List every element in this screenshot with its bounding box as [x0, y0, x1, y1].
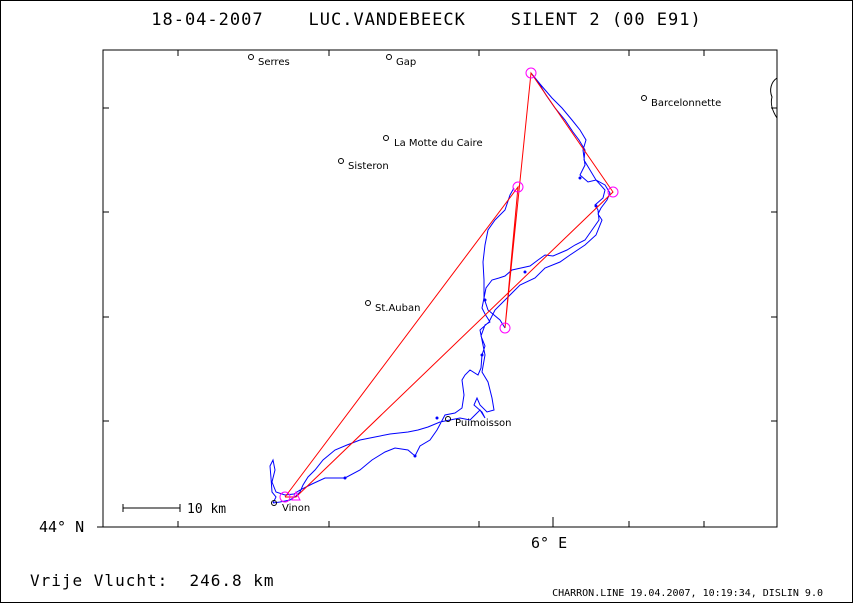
place-serres: Serres	[248, 54, 290, 68]
svg-text:Gap: Gap	[396, 57, 416, 68]
scale-bar: 10 km	[122, 502, 226, 517]
place-la-motte-du-caire: La Motte du Caire	[383, 135, 483, 149]
svg-text:Serres: Serres	[258, 57, 290, 68]
place-puimoisson: Puimoisson	[445, 416, 511, 429]
flight-distance: Vrije Vlucht: 246.8 km	[30, 571, 275, 590]
svg-text:Barcelonnette: Barcelonnette	[651, 98, 721, 109]
turnpoints	[279, 67, 619, 503]
place-vinon: Vinon	[271, 500, 310, 514]
turnpoint-marker	[607, 186, 619, 198]
footer-info: CHARRON.LINE 19.04.2007, 10:19:34, DISLI…	[552, 588, 823, 599]
lat-label: 44° N	[39, 518, 84, 536]
turnpoint-marker	[512, 181, 524, 193]
gps-track	[269, 72, 611, 504]
map-frame	[102, 49, 778, 528]
svg-text:Vinon: Vinon	[282, 503, 310, 514]
lon-label: 6° E	[531, 534, 567, 552]
svg-text:St.Auban: St.Auban	[375, 303, 420, 314]
axis-ticks	[97, 50, 777, 528]
finish-marker	[291, 490, 301, 501]
start-marker	[279, 491, 291, 503]
svg-text:Puimoisson: Puimoisson	[455, 418, 511, 429]
scale-bar-label: 10 km	[187, 502, 226, 517]
svg-text:Sisteron: Sisteron	[348, 161, 389, 172]
border-line	[770, 77, 778, 119]
place-gap: Gap	[386, 54, 416, 68]
place-sisteron: Sisteron	[338, 158, 389, 172]
place-st-auban: St.Auban	[365, 300, 420, 314]
turnpoint-marker	[525, 67, 537, 79]
course-line	[284, 71, 614, 498]
place-barcelonnette: Barcelonnette	[641, 95, 721, 109]
turnpoint-marker	[499, 322, 511, 334]
page-title: 18-04-2007 LUC.VANDEBEECK SILENT 2 (00 E…	[151, 10, 702, 30]
svg-text:La Motte du Caire: La Motte du Caire	[394, 138, 483, 149]
places: Serres Gap Barcelonnette La Motte du Cai…	[248, 54, 721, 514]
track-marks	[343, 176, 598, 480]
